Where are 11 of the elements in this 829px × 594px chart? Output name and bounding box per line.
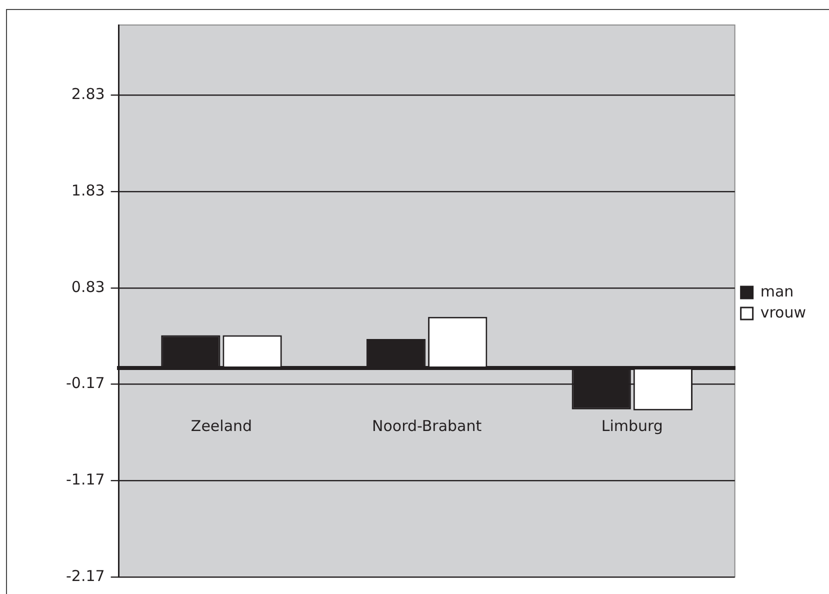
y-tick-label: -0.17	[66, 374, 105, 392]
x-tick-label: Limburg	[601, 416, 663, 435]
y-tick-label: -2.17	[66, 566, 105, 585]
x-tick-label: Zeeland	[190, 416, 252, 435]
y-tick-label: 0.83	[71, 278, 105, 296]
y-tick-label: 2.83	[71, 85, 105, 104]
legend-label: vrouw	[760, 303, 806, 322]
x-tick-label: Noord-Brabant	[372, 416, 482, 435]
y-tick-label: -1.17	[66, 470, 105, 489]
legend-label: man	[760, 282, 794, 300]
y-tick-label: 1.83	[71, 182, 105, 200]
